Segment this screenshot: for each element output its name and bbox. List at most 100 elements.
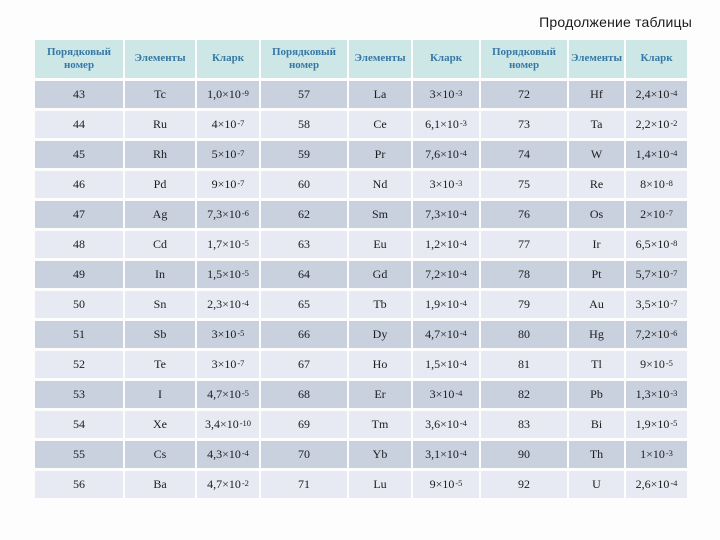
- header-cell-element: Элементы: [125, 40, 195, 78]
- header-cell-clarke: Кларк: [197, 40, 259, 78]
- element-cell: Pt: [569, 261, 624, 288]
- clarke-cell: 9×10 -5: [626, 351, 687, 378]
- ordinal-cell: 78: [481, 261, 567, 288]
- element-cell: Hf: [569, 81, 624, 108]
- ordinal-cell: 48: [35, 231, 123, 258]
- element-cell: Th: [569, 441, 624, 468]
- clarke-cell: 1,7×10 -5: [197, 231, 259, 258]
- ordinal-cell: 69: [261, 411, 347, 438]
- ordinal-cell: 47: [35, 201, 123, 228]
- ordinal-cell: 68: [261, 381, 347, 408]
- clarke-cell: 3×10 -5: [197, 321, 259, 348]
- ordinal-cell: 64: [261, 261, 347, 288]
- clarke-cell: 5,7×10 -7: [626, 261, 687, 288]
- clarke-table: Порядковый номер Элементы Кларк Порядковый …: [35, 40, 687, 498]
- element-cell: Nd: [349, 171, 411, 198]
- ordinal-cell: 79: [481, 291, 567, 318]
- element-cell: Tm: [349, 411, 411, 438]
- element-cell: Pr: [349, 141, 411, 168]
- element-cell: Tl: [569, 351, 624, 378]
- clarke-cell: 1,2×10 -4: [413, 231, 479, 258]
- clarke-cell: 1,3×10 -3: [626, 381, 687, 408]
- clarke-cell: 3,1×10 -4: [413, 441, 479, 468]
- table-row: 48 Cd 1,7×10 -5 63 Eu 1,2×10 -4 77 Ir 6,5×10 -8: [35, 231, 687, 258]
- clarke-cell: 9×10 -5: [413, 471, 479, 498]
- clarke-cell: 1,5×10 -5: [197, 261, 259, 288]
- clarke-cell: 1,9×10 -4: [413, 291, 479, 318]
- ordinal-cell: 44: [35, 111, 123, 138]
- ordinal-cell: 65: [261, 291, 347, 318]
- ordinal-cell: 49: [35, 261, 123, 288]
- header-cell-ordinal: Порядковый номер: [35, 40, 123, 78]
- element-cell: Re: [569, 171, 624, 198]
- ordinal-cell: 73: [481, 111, 567, 138]
- ordinal-cell: 54: [35, 411, 123, 438]
- table-row: 55 Cs 4,3×10 -4 70 Yb 3,1×10 -4 90 Th 1×10 -3: [35, 441, 687, 468]
- clarke-cell: 1,0×10 -9: [197, 81, 259, 108]
- header-cell-ordinal: Порядковый номер: [261, 40, 347, 78]
- element-cell: Lu: [349, 471, 411, 498]
- clarke-cell: 6,1×10 -3: [413, 111, 479, 138]
- header-cell-element: Элементы: [349, 40, 411, 78]
- element-cell: Rh: [125, 141, 195, 168]
- clarke-cell: 2,4×10 -4: [626, 81, 687, 108]
- element-cell: Cd: [125, 231, 195, 258]
- clarke-cell: 7,3×10 -6: [197, 201, 259, 228]
- clarke-cell: 3×10 -7: [197, 351, 259, 378]
- ordinal-cell: 46: [35, 171, 123, 198]
- element-cell: Ho: [349, 351, 411, 378]
- table-row: 47 Ag 7,3×10 -6 62 Sm 7,3×10 -4 76 Os 2×10 -7: [35, 201, 687, 228]
- clarke-cell: 4×10 -7: [197, 111, 259, 138]
- table-row: 46 Pd 9×10 -7 60 Nd 3×10 -3 75 Re 8×10 -8: [35, 171, 687, 198]
- header-cell-clarke: Кларк: [413, 40, 479, 78]
- clarke-cell: 4,7×10 -4: [413, 321, 479, 348]
- element-cell: Bi: [569, 411, 624, 438]
- table-row: 43 Tc 1,0×10 -9 57 La 3×10 -3 72 Hf 2,4×10 -4: [35, 81, 687, 108]
- element-cell: Sm: [349, 201, 411, 228]
- element-cell: Ru: [125, 111, 195, 138]
- slide-title: Продолжение таблицы: [539, 14, 692, 30]
- element-cell: Ce: [349, 111, 411, 138]
- ordinal-cell: 76: [481, 201, 567, 228]
- clarke-cell: 7,2×10 -4: [413, 261, 479, 288]
- element-cell: Hg: [569, 321, 624, 348]
- clarke-cell: 2,6×10 -4: [626, 471, 687, 498]
- ordinal-cell: 59: [261, 141, 347, 168]
- ordinal-cell: 45: [35, 141, 123, 168]
- ordinal-cell: 51: [35, 321, 123, 348]
- ordinal-cell: 53: [35, 381, 123, 408]
- element-cell: I: [125, 381, 195, 408]
- ordinal-cell: 81: [481, 351, 567, 378]
- clarke-cell: 9×10 -7: [197, 171, 259, 198]
- element-cell: Te: [125, 351, 195, 378]
- ordinal-cell: 58: [261, 111, 347, 138]
- ordinal-cell: 66: [261, 321, 347, 348]
- element-cell: In: [125, 261, 195, 288]
- clarke-cell: 4,3×10 -4: [197, 441, 259, 468]
- element-cell: Tb: [349, 291, 411, 318]
- element-cell: U: [569, 471, 624, 498]
- ordinal-cell: 63: [261, 231, 347, 258]
- ordinal-cell: 56: [35, 471, 123, 498]
- table-row: 45 Rh 5×10 -7 59 Pr 7,6×10 -4 74 W 1,4×10 -4: [35, 141, 687, 168]
- clarke-cell: 3×10 -3: [413, 81, 479, 108]
- table-row: 51 Sb 3×10 -5 66 Dy 4,7×10 -4 80 Hg 7,2×10 -6: [35, 321, 687, 348]
- element-cell: Pd: [125, 171, 195, 198]
- table-row: 49 In 1,5×10 -5 64 Gd 7,2×10 -4 78 Pt 5,7×10 -7: [35, 261, 687, 288]
- ordinal-cell: 72: [481, 81, 567, 108]
- element-cell: Pb: [569, 381, 624, 408]
- clarke-cell: 7,3×10 -4: [413, 201, 479, 228]
- clarke-cell: 8×10 -8: [626, 171, 687, 198]
- element-cell: Sb: [125, 321, 195, 348]
- element-cell: Os: [569, 201, 624, 228]
- clarke-cell: 6,5×10 -8: [626, 231, 687, 258]
- ordinal-cell: 82: [481, 381, 567, 408]
- ordinal-cell: 50: [35, 291, 123, 318]
- element-cell: Yb: [349, 441, 411, 468]
- element-cell: Gd: [349, 261, 411, 288]
- clarke-cell: 2,2×10 -2: [626, 111, 687, 138]
- header-cell-clarke: Кларк: [626, 40, 687, 78]
- ordinal-cell: 62: [261, 201, 347, 228]
- table-row: 52 Te 3×10 -7 67 Ho 1,5×10 -4 81 Tl 9×10 -5: [35, 351, 687, 378]
- clarke-cell: 3,4×10 -10: [197, 411, 259, 438]
